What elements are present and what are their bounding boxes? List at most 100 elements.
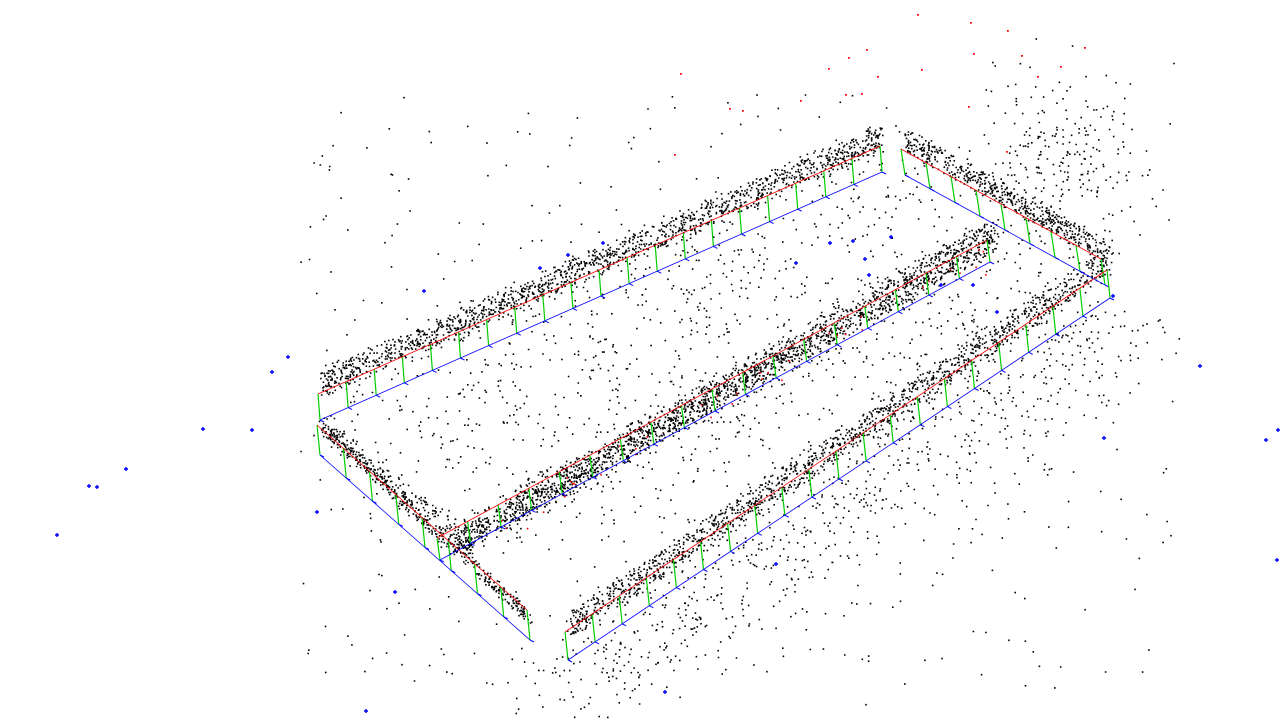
camera-up-axis bbox=[781, 487, 786, 516]
camera-up-axis bbox=[1079, 288, 1084, 317]
camera-side-axis bbox=[623, 460, 628, 464]
camera-side-axis bbox=[838, 478, 844, 482]
camera-up-axis bbox=[345, 381, 349, 408]
camera-side-axis bbox=[676, 587, 681, 591]
camera-side-axis bbox=[684, 427, 689, 431]
camera-side-axis bbox=[488, 345, 493, 349]
trajectory-bottom-rail bbox=[439, 261, 991, 561]
camera-up-axis bbox=[864, 306, 869, 329]
camera-side-axis bbox=[1001, 369, 1006, 373]
camera-side-axis bbox=[703, 569, 708, 572]
camera-side-axis bbox=[769, 221, 774, 225]
camera-up-axis bbox=[986, 239, 991, 263]
camera-up-axis bbox=[1100, 258, 1106, 286]
trajectory-top-rail bbox=[900, 148, 1102, 260]
camera-up-axis bbox=[395, 494, 400, 525]
camera-up-axis bbox=[955, 256, 961, 279]
camera-up-axis bbox=[711, 388, 716, 412]
camera-up-axis bbox=[767, 195, 771, 222]
camera-up-axis bbox=[1025, 217, 1031, 244]
camera-up-axis bbox=[558, 471, 563, 494]
camera-side-axis bbox=[531, 509, 536, 513]
camera-side-axis bbox=[432, 369, 437, 373]
camera-side-axis bbox=[347, 407, 353, 411]
camera-up-axis bbox=[970, 360, 976, 389]
camera-side-axis bbox=[947, 406, 952, 410]
camera-side-axis bbox=[656, 270, 662, 274]
camera-up-axis bbox=[598, 269, 602, 297]
camera-side-axis bbox=[621, 623, 627, 627]
camera-up-axis bbox=[950, 176, 956, 203]
camera-up-axis bbox=[447, 540, 452, 571]
camera-side-axis bbox=[653, 443, 659, 447]
camera-up-axis bbox=[589, 455, 594, 478]
camera-side-axis bbox=[572, 307, 578, 311]
camera-up-axis bbox=[421, 517, 426, 548]
camera-side-axis bbox=[1082, 315, 1088, 319]
camera-up-axis bbox=[1052, 306, 1057, 335]
camera-side-axis bbox=[867, 327, 873, 331]
camera-side-axis bbox=[806, 360, 811, 364]
camera-up-axis bbox=[316, 424, 321, 456]
camera-side-axis bbox=[529, 639, 535, 643]
camera-up-axis bbox=[699, 541, 705, 570]
camera-up-axis bbox=[795, 183, 799, 210]
camera-up-axis bbox=[835, 450, 840, 480]
camera-side-axis bbox=[741, 233, 746, 237]
camera-up-axis bbox=[436, 537, 441, 561]
camera-up-axis bbox=[542, 294, 546, 321]
camera-up-axis bbox=[1075, 245, 1081, 272]
camera-up-axis bbox=[741, 372, 747, 395]
camera-up-axis bbox=[514, 307, 518, 334]
camera-side-axis bbox=[989, 261, 995, 265]
camera-up-axis bbox=[772, 355, 777, 378]
camera-side-axis bbox=[974, 388, 979, 391]
camera-up-axis bbox=[473, 563, 479, 594]
camera-side-axis bbox=[730, 550, 735, 554]
landmark-points bbox=[300, 38, 1181, 719]
camera-side-axis bbox=[1055, 333, 1061, 337]
camera-up-axis bbox=[342, 448, 347, 479]
camera-side-axis bbox=[959, 278, 964, 282]
camera-up-axis bbox=[833, 322, 838, 345]
camera-up-axis bbox=[1050, 231, 1056, 258]
camera-side-axis bbox=[784, 514, 790, 518]
camera-up-axis bbox=[851, 158, 855, 185]
camera-up-axis bbox=[466, 521, 472, 544]
camera-up-axis bbox=[564, 631, 569, 661]
camera-up-axis bbox=[889, 414, 894, 443]
camera-side-axis bbox=[775, 377, 781, 381]
camera-side-axis bbox=[470, 542, 475, 546]
camera-up-axis bbox=[1106, 269, 1111, 299]
camera-side-axis bbox=[714, 410, 720, 414]
camera-up-axis bbox=[526, 609, 531, 641]
camera-up-axis bbox=[879, 145, 883, 173]
landmark-points bbox=[300, 38, 1181, 719]
camera-side-axis bbox=[745, 393, 750, 397]
camera-up-axis bbox=[1000, 203, 1006, 231]
camera-up-axis bbox=[619, 438, 624, 461]
camera-up-axis bbox=[925, 273, 930, 296]
trajectory-top-rail bbox=[436, 239, 988, 539]
camera-side-axis bbox=[825, 196, 831, 200]
camera-side-axis bbox=[797, 208, 802, 212]
camera-side-axis bbox=[628, 283, 634, 287]
camera-side-axis bbox=[920, 424, 925, 428]
camera-up-axis bbox=[528, 488, 533, 511]
camera-up-axis bbox=[373, 369, 377, 396]
camera-up-axis bbox=[500, 586, 505, 617]
camera-side-axis bbox=[319, 419, 325, 423]
camera-up-axis bbox=[672, 559, 677, 588]
trajectory-bottom-rail bbox=[319, 454, 531, 641]
camera-side-axis bbox=[516, 332, 521, 336]
camera-side-axis bbox=[757, 532, 762, 536]
camera-side-axis bbox=[928, 294, 934, 298]
camera-up-axis bbox=[916, 396, 921, 425]
camera-up-axis bbox=[680, 405, 686, 428]
camera-up-axis bbox=[591, 613, 596, 642]
camera-up-axis bbox=[401, 356, 405, 383]
camera-up-axis bbox=[900, 148, 906, 176]
camera-frustums bbox=[316, 145, 1115, 663]
camera-side-axis bbox=[836, 344, 842, 348]
